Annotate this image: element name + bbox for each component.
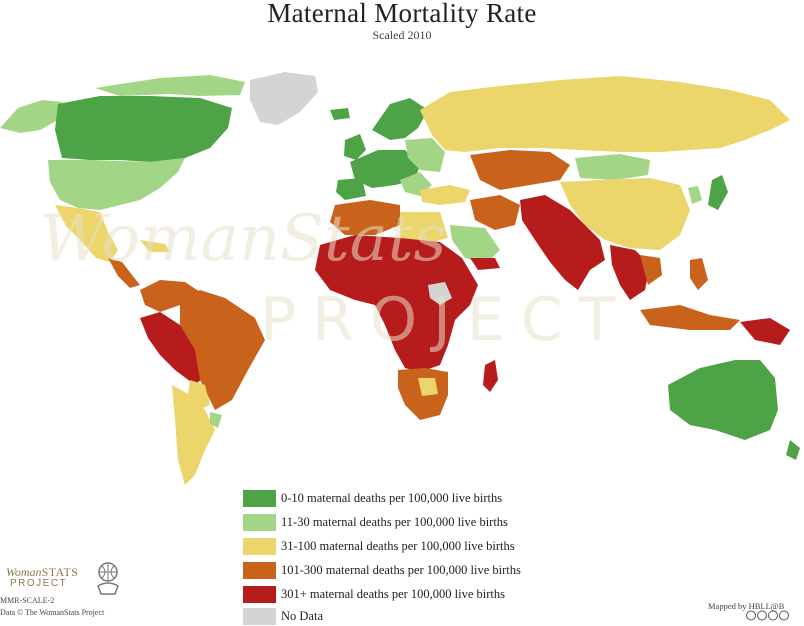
scale-code: MMR-SCALE-2 <box>0 596 55 605</box>
legend-swatch <box>243 514 276 531</box>
region-uruguay <box>210 412 222 428</box>
region-argentina-chile <box>172 385 215 485</box>
legend-swatch <box>243 608 276 625</box>
logo-word-stats: STATS <box>41 565 79 579</box>
region-madagascar <box>483 360 498 392</box>
page-title: Maternal Mortality Rate <box>267 0 537 28</box>
region-korea <box>688 186 702 204</box>
legend-label: 301+ maternal deaths per 100,000 live bi… <box>281 587 506 601</box>
region-iran <box>470 195 520 230</box>
legend-label: 101-300 maternal deaths per 100,000 live… <box>281 563 521 577</box>
legend-swatch <box>243 586 276 603</box>
region-afghanistan-pakistan-india <box>520 195 605 290</box>
region-western-europe <box>350 150 420 188</box>
region-japan <box>708 175 728 210</box>
region-eastern-europe <box>405 138 445 172</box>
legend-swatch <box>243 538 276 555</box>
region-new-zealand <box>786 440 800 460</box>
region-sub-saharan-africa <box>315 235 478 372</box>
region-alaska <box>0 100 62 133</box>
globe-hands-icon <box>97 562 119 595</box>
region-uk-ireland <box>344 134 366 160</box>
womanstats-logo: WomanSTATS PROJECT <box>0 555 150 621</box>
region-arabian-peninsula <box>450 225 500 262</box>
legend-label: No Data <box>281 609 323 623</box>
region-turkey-caucasus <box>420 185 470 205</box>
region-usa <box>48 158 185 210</box>
region-russia <box>420 76 790 152</box>
region-mexico <box>55 205 118 262</box>
region-australia <box>668 360 778 440</box>
region-caribbean <box>140 240 170 252</box>
region-colombia-venezuela <box>140 280 200 312</box>
region-botswana <box>418 378 438 396</box>
legend-label: 31-100 maternal deaths per 100,000 live … <box>281 539 515 553</box>
logo-wordmark: WomanSTATS <box>6 565 78 580</box>
region-southeast-asia <box>610 245 650 300</box>
region-iceland <box>330 108 350 120</box>
region-philippines <box>690 258 708 290</box>
creative-commons-icon <box>746 610 789 621</box>
region-egypt-libya <box>400 212 448 245</box>
logo-word-woman: Woman <box>6 565 42 579</box>
region-peru-bolivia <box>140 312 210 385</box>
region-brazil <box>180 290 265 410</box>
region-iberia <box>336 178 366 200</box>
logo-project: PROJECT <box>10 578 68 589</box>
region-indonesia <box>640 305 740 330</box>
region-mongolia <box>575 154 650 180</box>
legend-label: 11-30 maternal deaths per 100,000 live b… <box>281 515 508 529</box>
legend-swatch <box>243 490 276 507</box>
region-kazakhstan-central-asia <box>470 150 570 190</box>
mapped-by: Mapped by HBLL@B <box>708 601 785 611</box>
region-yemen <box>470 258 500 270</box>
region-south-sudan <box>428 282 452 305</box>
copyright: Data © The WomanStats Project <box>0 608 105 617</box>
region-scandinavia <box>372 98 428 140</box>
legend-swatch <box>243 562 276 579</box>
legend-label: 0-10 maternal deaths per 100,000 live bi… <box>281 491 503 505</box>
region-north-africa <box>330 200 400 235</box>
region-greenland <box>250 72 318 125</box>
region-canada-alaska-islands <box>95 75 245 96</box>
region-canada <box>55 96 232 162</box>
page-subtitle: Scaled 2010 <box>372 28 432 42</box>
region-china <box>560 178 690 250</box>
region-central-america <box>108 258 140 288</box>
region-papua-new-guinea <box>740 318 790 345</box>
region-thailand <box>640 255 662 285</box>
